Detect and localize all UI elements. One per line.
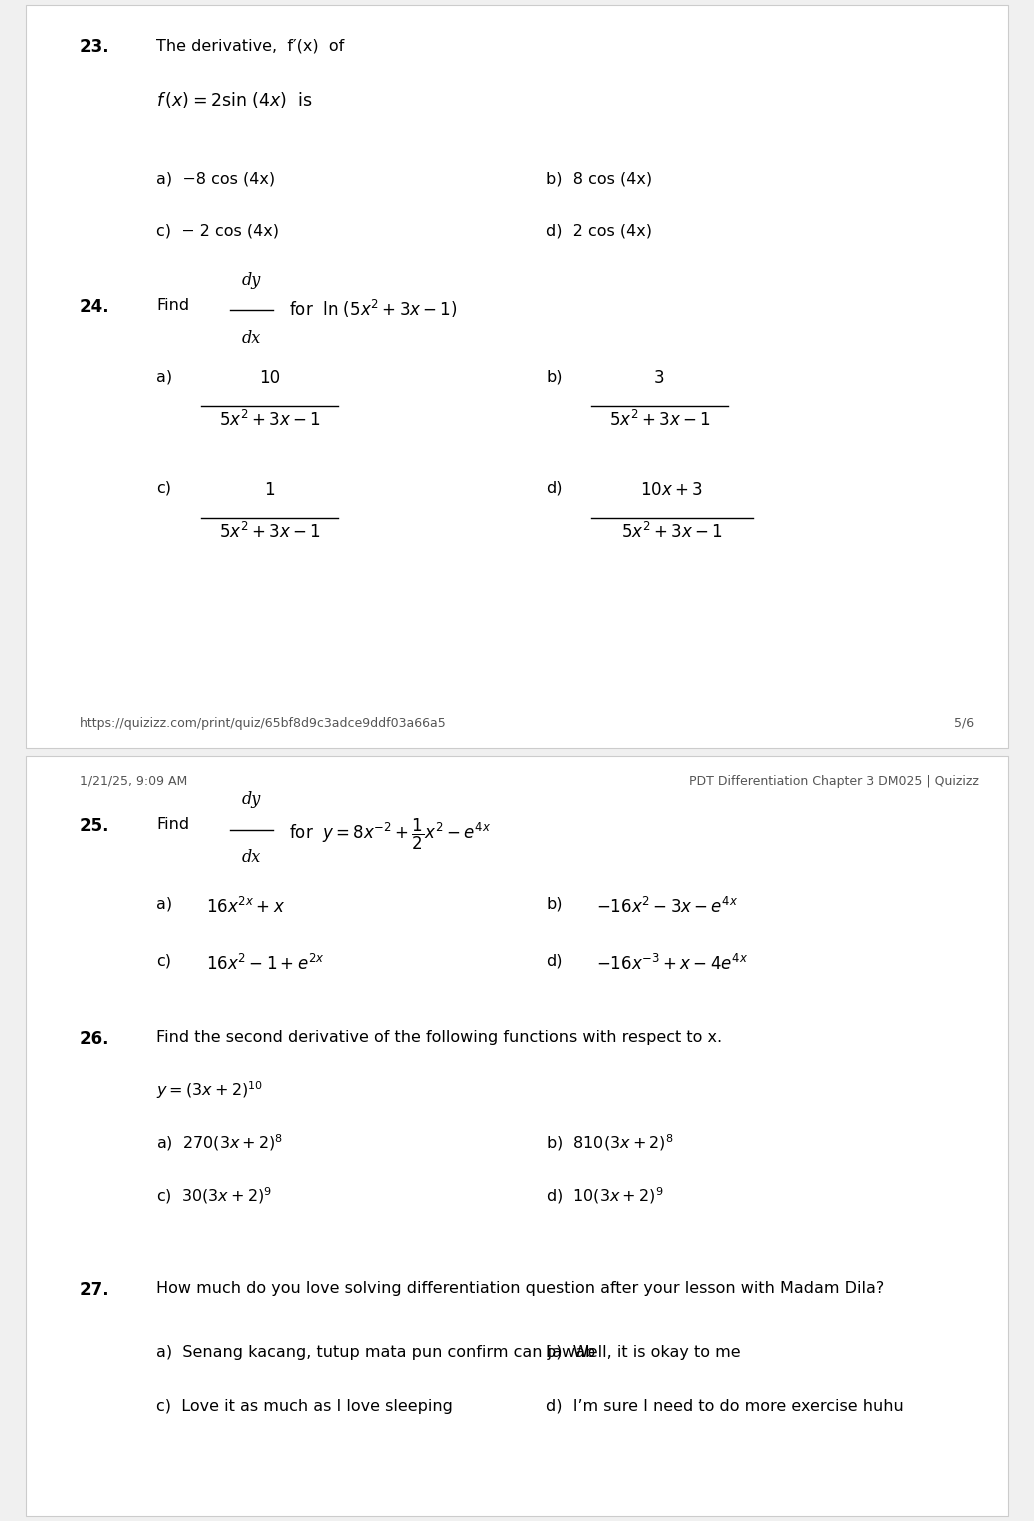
Text: $f\,(x) = 2\sin\,(4x)$  is: $f\,(x) = 2\sin\,(4x)$ is <box>156 90 313 110</box>
Text: $-16x^2 - 3x - e^{4x}$: $-16x^2 - 3x - e^{4x}$ <box>596 896 738 917</box>
Text: c)  − 2 cos (4x): c) − 2 cos (4x) <box>156 224 279 239</box>
Text: dy: dy <box>242 272 262 289</box>
Text: $5x^2 + 3x - 1$: $5x^2 + 3x - 1$ <box>609 411 710 430</box>
Text: $10x + 3$: $10x + 3$ <box>640 481 703 499</box>
Text: c): c) <box>156 954 172 969</box>
Text: 24.: 24. <box>80 298 110 316</box>
Text: $5x^2 + 3x - 1$: $5x^2 + 3x - 1$ <box>219 522 321 541</box>
Text: Find: Find <box>156 298 189 313</box>
Text: dx: dx <box>242 330 262 347</box>
Text: a)  −8 cos (4x): a) −8 cos (4x) <box>156 172 276 187</box>
Text: d)  I’m sure I need to do more exercise huhu: d) I’m sure I need to do more exercise h… <box>547 1399 904 1413</box>
Text: for  $\ln\,(5x^2 + 3x - 1)$: for $\ln\,(5x^2 + 3x - 1)$ <box>290 298 458 321</box>
Text: a): a) <box>156 896 173 911</box>
Text: 26.: 26. <box>80 1030 110 1048</box>
Text: $5x^2 + 3x - 1$: $5x^2 + 3x - 1$ <box>219 411 321 430</box>
FancyBboxPatch shape <box>26 756 1008 1516</box>
Text: b): b) <box>547 896 562 911</box>
Text: PDT Differentiation Chapter 3 DM025 | Quizizz: PDT Differentiation Chapter 3 DM025 | Qu… <box>689 776 978 788</box>
Text: 1/21/25, 9:09 AM: 1/21/25, 9:09 AM <box>80 776 187 788</box>
Text: How much do you love solving differentiation question after your lesson with Mad: How much do you love solving differentia… <box>156 1281 885 1296</box>
Text: c): c) <box>156 481 172 496</box>
Text: 10: 10 <box>258 370 280 386</box>
Text: d): d) <box>547 481 562 496</box>
Text: dy: dy <box>242 791 262 808</box>
Text: d): d) <box>547 954 562 969</box>
Text: Find: Find <box>156 817 189 832</box>
FancyBboxPatch shape <box>26 5 1008 748</box>
Text: $5x^2 + 3x - 1$: $5x^2 + 3x - 1$ <box>621 522 723 541</box>
Text: b)  8 cos (4x): b) 8 cos (4x) <box>547 172 652 187</box>
Text: d)  $10(3x+2)^9$: d) $10(3x+2)^9$ <box>547 1186 664 1206</box>
Text: $-16x^{-3} + x - 4e^{4x}$: $-16x^{-3} + x - 4e^{4x}$ <box>596 954 748 973</box>
Text: Find the second derivative of the following functions with respect to x.: Find the second derivative of the follow… <box>156 1030 723 1045</box>
Text: d)  2 cos (4x): d) 2 cos (4x) <box>547 224 652 239</box>
Text: dx: dx <box>242 849 262 867</box>
Text: https://quizizz.com/print/quiz/65bf8d9c3adce9ddf03a66a5: https://quizizz.com/print/quiz/65bf8d9c3… <box>80 716 447 730</box>
Text: a)  Senang kacang, tutup mata pun confirm can jawab: a) Senang kacang, tutup mata pun confirm… <box>156 1346 596 1360</box>
Text: c)  $30(3x+2)^9$: c) $30(3x+2)^9$ <box>156 1186 273 1206</box>
Text: $y=(3x+2)^{10}$: $y=(3x+2)^{10}$ <box>156 1080 264 1101</box>
Text: $16x^{2x} + x$: $16x^{2x} + x$ <box>206 896 284 917</box>
Text: 23.: 23. <box>80 38 110 56</box>
Text: $16x^2 - 1 + e^{2x}$: $16x^2 - 1 + e^{2x}$ <box>206 954 324 973</box>
Text: 25.: 25. <box>80 817 110 835</box>
Text: b): b) <box>547 370 562 383</box>
Text: b)  $810(3x+2)^8$: b) $810(3x+2)^8$ <box>547 1132 674 1153</box>
Text: 3: 3 <box>655 370 665 386</box>
Text: for  $y = 8x^{-2} + \dfrac{1}{2}x^2 - e^{4x}$: for $y = 8x^{-2} + \dfrac{1}{2}x^2 - e^{… <box>290 817 491 852</box>
Text: 1: 1 <box>264 481 275 499</box>
Text: The derivative,  f′(x)  of: The derivative, f′(x) of <box>156 38 344 53</box>
Text: 5/6: 5/6 <box>953 716 974 730</box>
Text: c)  Love it as much as I love sleeping: c) Love it as much as I love sleeping <box>156 1399 453 1413</box>
Text: b)  Well, it is okay to me: b) Well, it is okay to me <box>547 1346 741 1360</box>
Text: a): a) <box>156 370 173 383</box>
Text: a)  $270(3x+2)^8$: a) $270(3x+2)^8$ <box>156 1132 283 1153</box>
Text: 27.: 27. <box>80 1281 110 1299</box>
